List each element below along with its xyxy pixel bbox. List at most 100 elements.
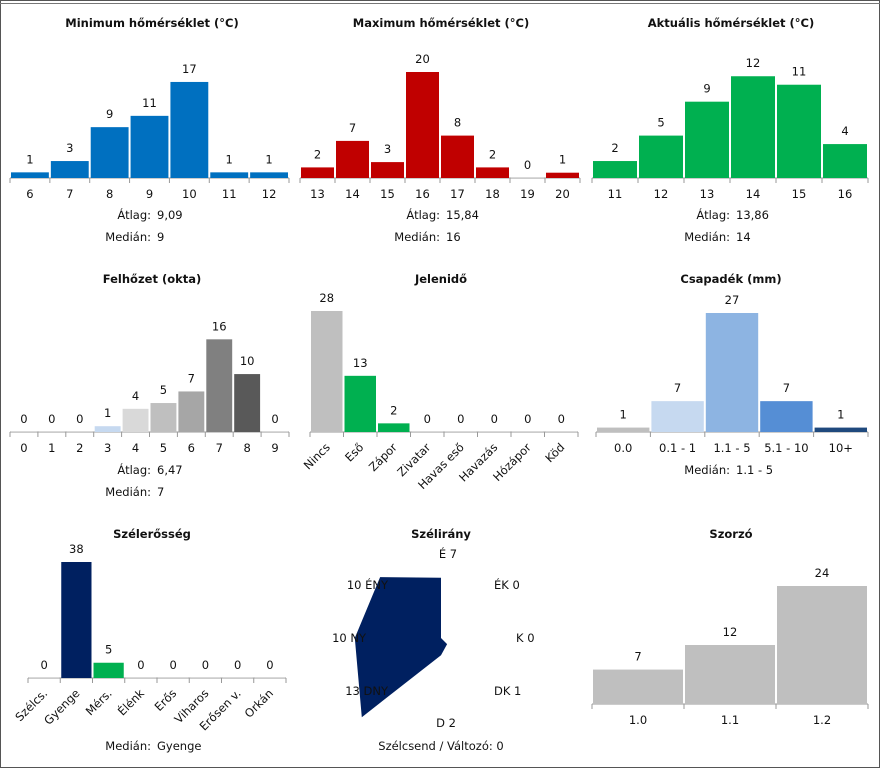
bar xyxy=(731,76,775,178)
data-label: 7 xyxy=(674,381,681,395)
bar xyxy=(301,167,334,178)
data-label: 7 xyxy=(188,371,195,385)
category-label: Nincs xyxy=(301,440,333,472)
category-label: 15 xyxy=(380,187,395,201)
data-label: 3 xyxy=(66,141,73,155)
data-label: 0 xyxy=(234,658,241,672)
stat-label: Medián: xyxy=(105,485,151,499)
chart-title: Szorzó xyxy=(709,527,752,541)
bar xyxy=(206,339,233,432)
chart-title: Felhőzet (okta) xyxy=(103,272,202,286)
data-label: 7 xyxy=(349,121,356,135)
bar xyxy=(685,645,775,704)
category-label: 12 xyxy=(262,187,277,201)
data-label: 1 xyxy=(104,406,111,420)
direction-label: ÉK 0 xyxy=(494,577,520,592)
data-label: 13 xyxy=(353,356,368,370)
category-label: 7 xyxy=(66,187,73,201)
bar xyxy=(130,115,169,178)
data-label: 38 xyxy=(69,542,84,556)
data-label: 0 xyxy=(457,412,464,426)
top-divider xyxy=(0,3,880,4)
bar xyxy=(178,391,205,432)
chart-title: Jelenidő xyxy=(414,272,467,286)
stat-label: Medián: xyxy=(684,230,730,244)
category-label: 9 xyxy=(271,441,278,455)
data-label: 17 xyxy=(182,62,197,76)
data-label: 1 xyxy=(226,152,233,166)
data-label: 0 xyxy=(558,412,565,426)
category-label: Gyenge xyxy=(41,686,82,727)
category-label: 11 xyxy=(222,187,237,201)
category-label: 3 xyxy=(104,441,111,455)
category-label: Eső xyxy=(342,440,366,464)
bar xyxy=(122,408,149,432)
data-label: 5 xyxy=(105,643,112,657)
stat-label: Medián: xyxy=(105,230,151,244)
bar xyxy=(150,403,177,432)
bar xyxy=(344,375,376,432)
bar xyxy=(593,669,683,704)
data-label: 20 xyxy=(415,52,430,66)
category-label: Mérs. xyxy=(83,686,115,718)
stat-value: 15,84 xyxy=(446,208,479,222)
category-label: 15 xyxy=(792,187,807,201)
chart-title: Szélerősség xyxy=(113,527,191,541)
category-label: 20 xyxy=(555,187,570,201)
stat-value: 14 xyxy=(736,230,751,244)
direction-label: DK 1 xyxy=(494,684,521,698)
stat-label: Medián: xyxy=(684,463,730,477)
chart-title: Maximum hőmérséklet (°C) xyxy=(353,16,530,30)
data-label: 0 xyxy=(271,412,278,426)
stat-label: Átlag: xyxy=(117,207,151,222)
data-label: 9 xyxy=(106,107,113,121)
data-label: 27 xyxy=(725,293,740,307)
stat-value: 9,09 xyxy=(157,208,183,222)
wind-direction-area xyxy=(354,577,448,718)
category-label: 1 xyxy=(48,441,55,455)
bar xyxy=(441,135,474,178)
data-label: 0 xyxy=(76,412,83,426)
chart-title: Csapadék (mm) xyxy=(680,272,781,286)
data-label: 2 xyxy=(314,147,321,161)
data-label: 1 xyxy=(265,152,272,166)
category-label: 12 xyxy=(654,187,669,201)
direction-label: D 2 xyxy=(436,716,456,730)
data-label: 5 xyxy=(657,116,664,130)
data-label: 2 xyxy=(390,403,397,417)
data-label: 1 xyxy=(620,408,627,422)
data-label: 0 xyxy=(524,412,531,426)
category-label: 5.1 - 10 xyxy=(764,441,808,455)
data-label: 0 xyxy=(491,412,498,426)
bar xyxy=(546,172,579,178)
category-label: 0.0 xyxy=(614,441,632,455)
data-label: 0 xyxy=(202,658,209,672)
stat-value: 16 xyxy=(446,230,461,244)
bar xyxy=(777,586,867,704)
bar xyxy=(170,81,209,178)
category-label: 11 xyxy=(608,187,623,201)
data-label: 0 xyxy=(20,412,27,426)
category-label: Orkán xyxy=(242,686,276,720)
category-label: 13 xyxy=(700,187,715,201)
category-label: 8 xyxy=(243,441,250,455)
data-label: 0 xyxy=(266,658,273,672)
stat-label: Átlag: xyxy=(117,462,151,477)
category-label: 8 xyxy=(106,187,113,201)
data-label: 2 xyxy=(611,141,618,155)
direction-label: K 0 xyxy=(516,631,535,645)
data-label: 11 xyxy=(142,96,157,110)
category-label: 17 xyxy=(450,187,465,201)
bar xyxy=(651,401,704,432)
data-label: 11 xyxy=(792,65,807,79)
data-label: 0 xyxy=(169,658,176,672)
bar xyxy=(61,562,92,678)
bar xyxy=(597,427,650,432)
data-label: 0 xyxy=(137,658,144,672)
data-label: 8 xyxy=(454,116,461,130)
bar xyxy=(311,311,343,432)
stat-value: 7 xyxy=(157,485,164,499)
bar xyxy=(760,401,813,432)
stat-label: Medián: xyxy=(394,230,440,244)
